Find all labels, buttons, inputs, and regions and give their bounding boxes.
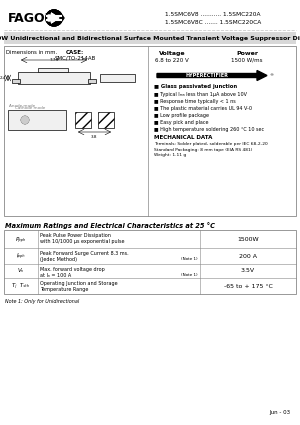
Bar — [38, 68, 68, 72]
Text: 6.8 to 220 V: 6.8 to 220 V — [155, 57, 189, 62]
Text: with 10/1000 μs exponential pulse: with 10/1000 μs exponential pulse — [40, 239, 124, 244]
Text: 1500W Unidirectional and Bidirectional Surface Mounted Transient Voltage Suppres: 1500W Unidirectional and Bidirectional S… — [0, 36, 300, 40]
Text: -65 to + 175 °C: -65 to + 175 °C — [224, 283, 272, 289]
Circle shape — [46, 10, 62, 26]
Text: Iₚₚₕ: Iₚₚₕ — [17, 253, 25, 258]
Text: 2.4: 2.4 — [0, 76, 6, 80]
Text: ■ Easy pick and place: ■ Easy pick and place — [154, 120, 208, 125]
Text: Power: Power — [236, 51, 258, 56]
Text: ■ High temperature soldering 260 °C 10 sec: ■ High temperature soldering 260 °C 10 s… — [154, 127, 264, 132]
Text: Jun - 03: Jun - 03 — [269, 410, 290, 415]
Text: 3.5V: 3.5V — [241, 269, 255, 274]
Bar — [98, 112, 114, 128]
Text: Tⱼ  Tₛₜₕ: Tⱼ Tₛₜₕ — [12, 283, 30, 289]
Text: HYPERECTIFIER: HYPERECTIFIER — [186, 73, 228, 78]
Text: (Note 1): (Note 1) — [182, 257, 198, 261]
Circle shape — [46, 10, 62, 26]
Polygon shape — [48, 13, 59, 23]
Text: SMC/TO-214AB: SMC/TO-214AB — [54, 56, 96, 60]
Text: Terminals: Solder plated, solderable per IEC 68-2-20: Terminals: Solder plated, solderable per… — [154, 142, 268, 146]
Text: ■ Response time typically < 1 ns: ■ Response time typically < 1 ns — [154, 99, 236, 104]
Bar — [4, 46, 296, 216]
Circle shape — [46, 10, 62, 26]
Text: FAGOR: FAGOR — [8, 11, 55, 25]
Bar — [4, 32, 296, 44]
Text: Weight: 1.11 g: Weight: 1.11 g — [154, 153, 186, 157]
Text: ■ The plastic material carries UL 94 V-0: ■ The plastic material carries UL 94 V-0 — [154, 106, 252, 111]
Text: Cathode mode: Cathode mode — [15, 106, 45, 110]
Text: (Note 1): (Note 1) — [182, 273, 198, 277]
Text: 7.75: 7.75 — [50, 58, 58, 62]
Bar — [18, 72, 90, 84]
Bar — [12, 79, 20, 83]
Text: MECHANICAL DATA: MECHANICAL DATA — [154, 135, 212, 140]
Polygon shape — [157, 71, 267, 80]
Text: Note 1: Only for Unidirectional: Note 1: Only for Unidirectional — [5, 299, 79, 304]
Bar — [75, 112, 91, 128]
Text: ®: ® — [269, 73, 273, 77]
Text: Peak Pulse Power Dissipation: Peak Pulse Power Dissipation — [40, 233, 111, 238]
Circle shape — [21, 116, 29, 124]
Text: 3.8: 3.8 — [91, 135, 97, 139]
Text: at Iₙ = 100 A: at Iₙ = 100 A — [40, 273, 71, 278]
Circle shape — [46, 11, 62, 26]
Text: Peak Forward Surge Current 8.3 ms.: Peak Forward Surge Current 8.3 ms. — [40, 251, 129, 256]
Wedge shape — [46, 10, 62, 18]
Text: Dimensions in mm.: Dimensions in mm. — [6, 49, 57, 54]
Text: Vₙ: Vₙ — [18, 269, 24, 274]
Text: 1.5SMC6V8 ........... 1.5SMC220A: 1.5SMC6V8 ........... 1.5SMC220A — [165, 11, 260, 17]
Text: 1500W: 1500W — [237, 236, 259, 241]
Bar — [4, 230, 296, 294]
Text: Maximum Ratings and Electrical Characteristics at 25 °C: Maximum Ratings and Electrical Character… — [5, 222, 215, 229]
Bar — [88, 79, 96, 83]
Text: (Jedec Method): (Jedec Method) — [40, 257, 77, 262]
Text: 200 A: 200 A — [239, 253, 257, 258]
Text: ■ Glass passivated junction: ■ Glass passivated junction — [154, 84, 237, 89]
Bar — [8, 110, 66, 130]
Polygon shape — [52, 12, 64, 24]
Text: ■ Low profile package: ■ Low profile package — [154, 113, 209, 118]
Text: Pₚₚₕ: Pₚₚₕ — [16, 236, 26, 241]
Text: Operating Junction and Storage: Operating Junction and Storage — [40, 281, 118, 286]
Text: ■ Typical Iₘₙ less than 1μA above 10V: ■ Typical Iₘₙ less than 1μA above 10V — [154, 92, 247, 97]
Text: Standard Packaging: 8 mm tape (EIA RS 481): Standard Packaging: 8 mm tape (EIA RS 48… — [154, 147, 252, 151]
Text: CASE:: CASE: — [66, 49, 84, 54]
Bar — [100, 74, 135, 82]
Text: 1.5SMC6V8C ....... 1.5SMC220CA: 1.5SMC6V8C ....... 1.5SMC220CA — [165, 20, 261, 25]
Text: Max. forward voltage drop: Max. forward voltage drop — [40, 267, 105, 272]
Text: Anode mode: Anode mode — [9, 104, 35, 108]
Text: 1500 W/ms: 1500 W/ms — [231, 57, 263, 62]
Text: Temperature Range: Temperature Range — [40, 287, 88, 292]
Text: Voltage: Voltage — [159, 51, 185, 56]
